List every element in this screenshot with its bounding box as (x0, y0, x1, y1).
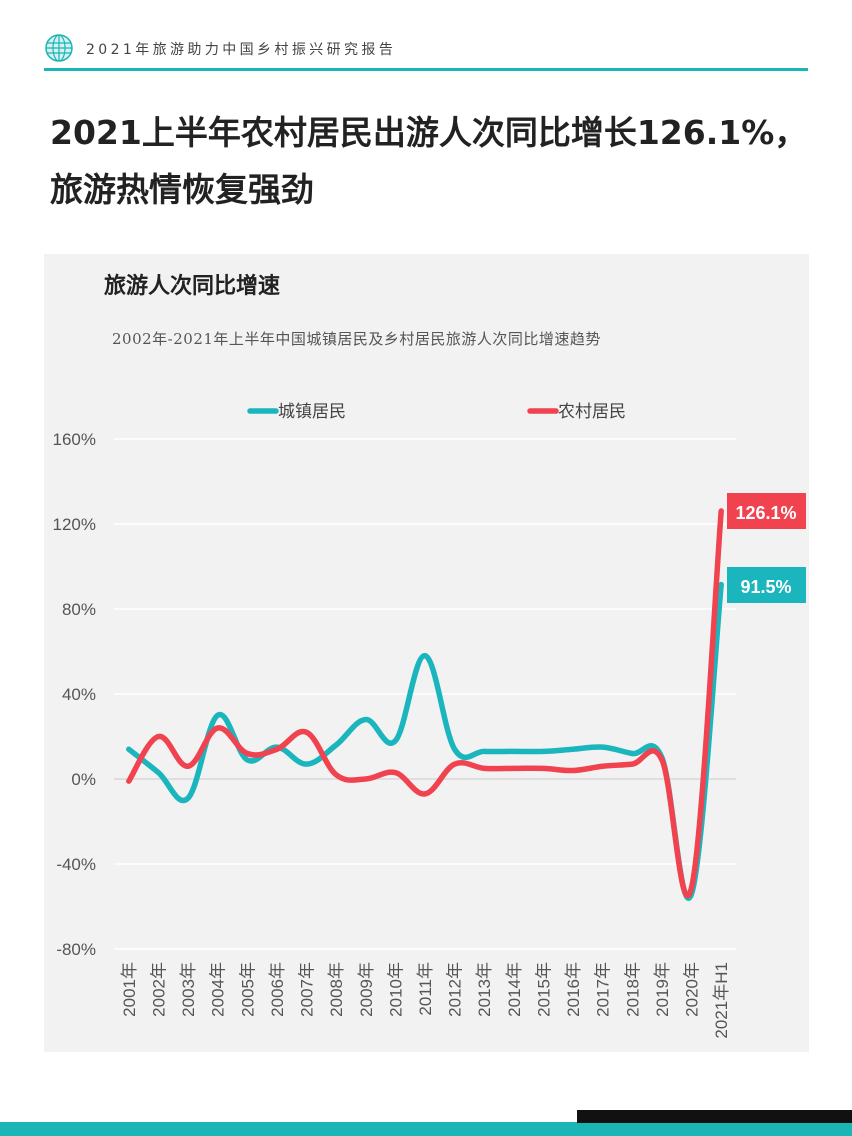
x-tick-label: 2007年 (298, 962, 317, 1017)
x-tick-label: 2008年 (327, 962, 346, 1017)
x-tick-label: 2004年 (209, 962, 228, 1017)
page-headline: 2021上半年农村居民出游人次同比增长126.1%， 旅游热情恢复强劲 (50, 104, 830, 218)
end-value-badge (727, 567, 806, 603)
report-header: 2021年旅游助力中国乡村振兴研究报告 (44, 30, 808, 70)
end-value-badge (727, 493, 806, 529)
y-tick-label: 80% (62, 600, 96, 619)
y-tick-label: 40% (62, 685, 96, 704)
y-tick-label: 0% (71, 770, 96, 789)
headline-line-1: 2021上半年农村居民出游人次同比增长126.1%， (50, 113, 808, 152)
globe-icon (45, 34, 73, 62)
y-tick-label: -80% (56, 940, 96, 959)
legend-label: 农村居民 (558, 402, 626, 422)
footer-bar (0, 1122, 852, 1136)
x-tick-label: 2015年 (534, 962, 553, 1017)
x-tick-label: 2009年 (357, 962, 376, 1017)
chart-subtitle: 2002年-2021年上半年中国城镇居民及乡村居民旅游人次同比增速趋势 (112, 330, 601, 348)
x-tick-label: 2019年 (653, 962, 672, 1017)
x-tick-label: 2018年 (623, 962, 642, 1017)
x-tick-label: 2017年 (594, 962, 613, 1017)
legend-label: 城镇居民 (278, 402, 346, 422)
footer-bar-accent (577, 1110, 852, 1123)
x-tick-label: 2003年 (179, 962, 198, 1017)
x-tick-label: 2006年 (268, 962, 287, 1017)
report-title: 2021年旅游助力中国乡村振兴研究报告 (86, 42, 397, 58)
x-tick-label: 2005年 (238, 962, 257, 1017)
header-divider (44, 68, 808, 71)
series-line-urban (126, 581, 724, 901)
chart-heading: 旅游人次同比增速 (104, 274, 281, 299)
x-tick-label: 2010年 (386, 962, 405, 1017)
x-tick-label: 2011年 (416, 962, 435, 1016)
x-tick-label: 2016年 (564, 962, 583, 1017)
series-line-rural (126, 508, 724, 899)
x-tick-label: 2020年 (683, 962, 702, 1017)
x-tick-label: 2001年 (120, 962, 139, 1017)
x-tick-label: 2013年 (475, 962, 494, 1017)
chart-panel (44, 254, 809, 1052)
y-tick-label: 160% (53, 430, 96, 449)
x-tick-label: 2014年 (505, 962, 524, 1017)
x-tick-label: 2021年H1 (712, 962, 731, 1039)
headline-line-2: 旅游热情恢复强劲 (50, 170, 314, 209)
y-tick-label: 120% (53, 515, 96, 534)
end-value-label: 91.5% (740, 577, 791, 597)
x-tick-label: 2012年 (446, 962, 465, 1017)
x-tick-label: 2002年 (149, 962, 168, 1017)
end-value-label: 126.1% (735, 503, 796, 523)
y-tick-label: -40% (56, 855, 96, 874)
